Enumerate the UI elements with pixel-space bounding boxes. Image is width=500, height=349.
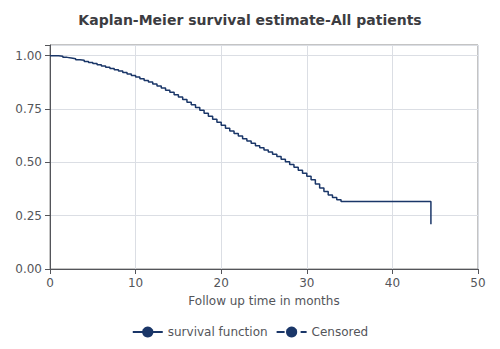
svg-text:0: 0 — [46, 276, 54, 290]
svg-text:50: 50 — [470, 276, 485, 290]
svg-text:Follow up time in months: Follow up time in months — [188, 294, 339, 308]
svg-text:40: 40 — [385, 276, 400, 290]
svg-text:0.75: 0.75 — [15, 102, 42, 116]
svg-text:30: 30 — [299, 276, 314, 290]
svg-text:0.50: 0.50 — [15, 155, 42, 169]
svg-text:0.00: 0.00 — [15, 262, 42, 276]
svg-text:0.25: 0.25 — [15, 209, 42, 223]
svg-text:Censored: Censored — [312, 325, 369, 339]
svg-text:20: 20 — [214, 276, 229, 290]
svg-text:1.00: 1.00 — [15, 49, 42, 63]
svg-text:Kaplan-Meier survival estimate: Kaplan-Meier survival estimate-All patie… — [78, 12, 421, 28]
svg-text:survival function: survival function — [168, 325, 268, 339]
svg-text:10: 10 — [128, 276, 143, 290]
